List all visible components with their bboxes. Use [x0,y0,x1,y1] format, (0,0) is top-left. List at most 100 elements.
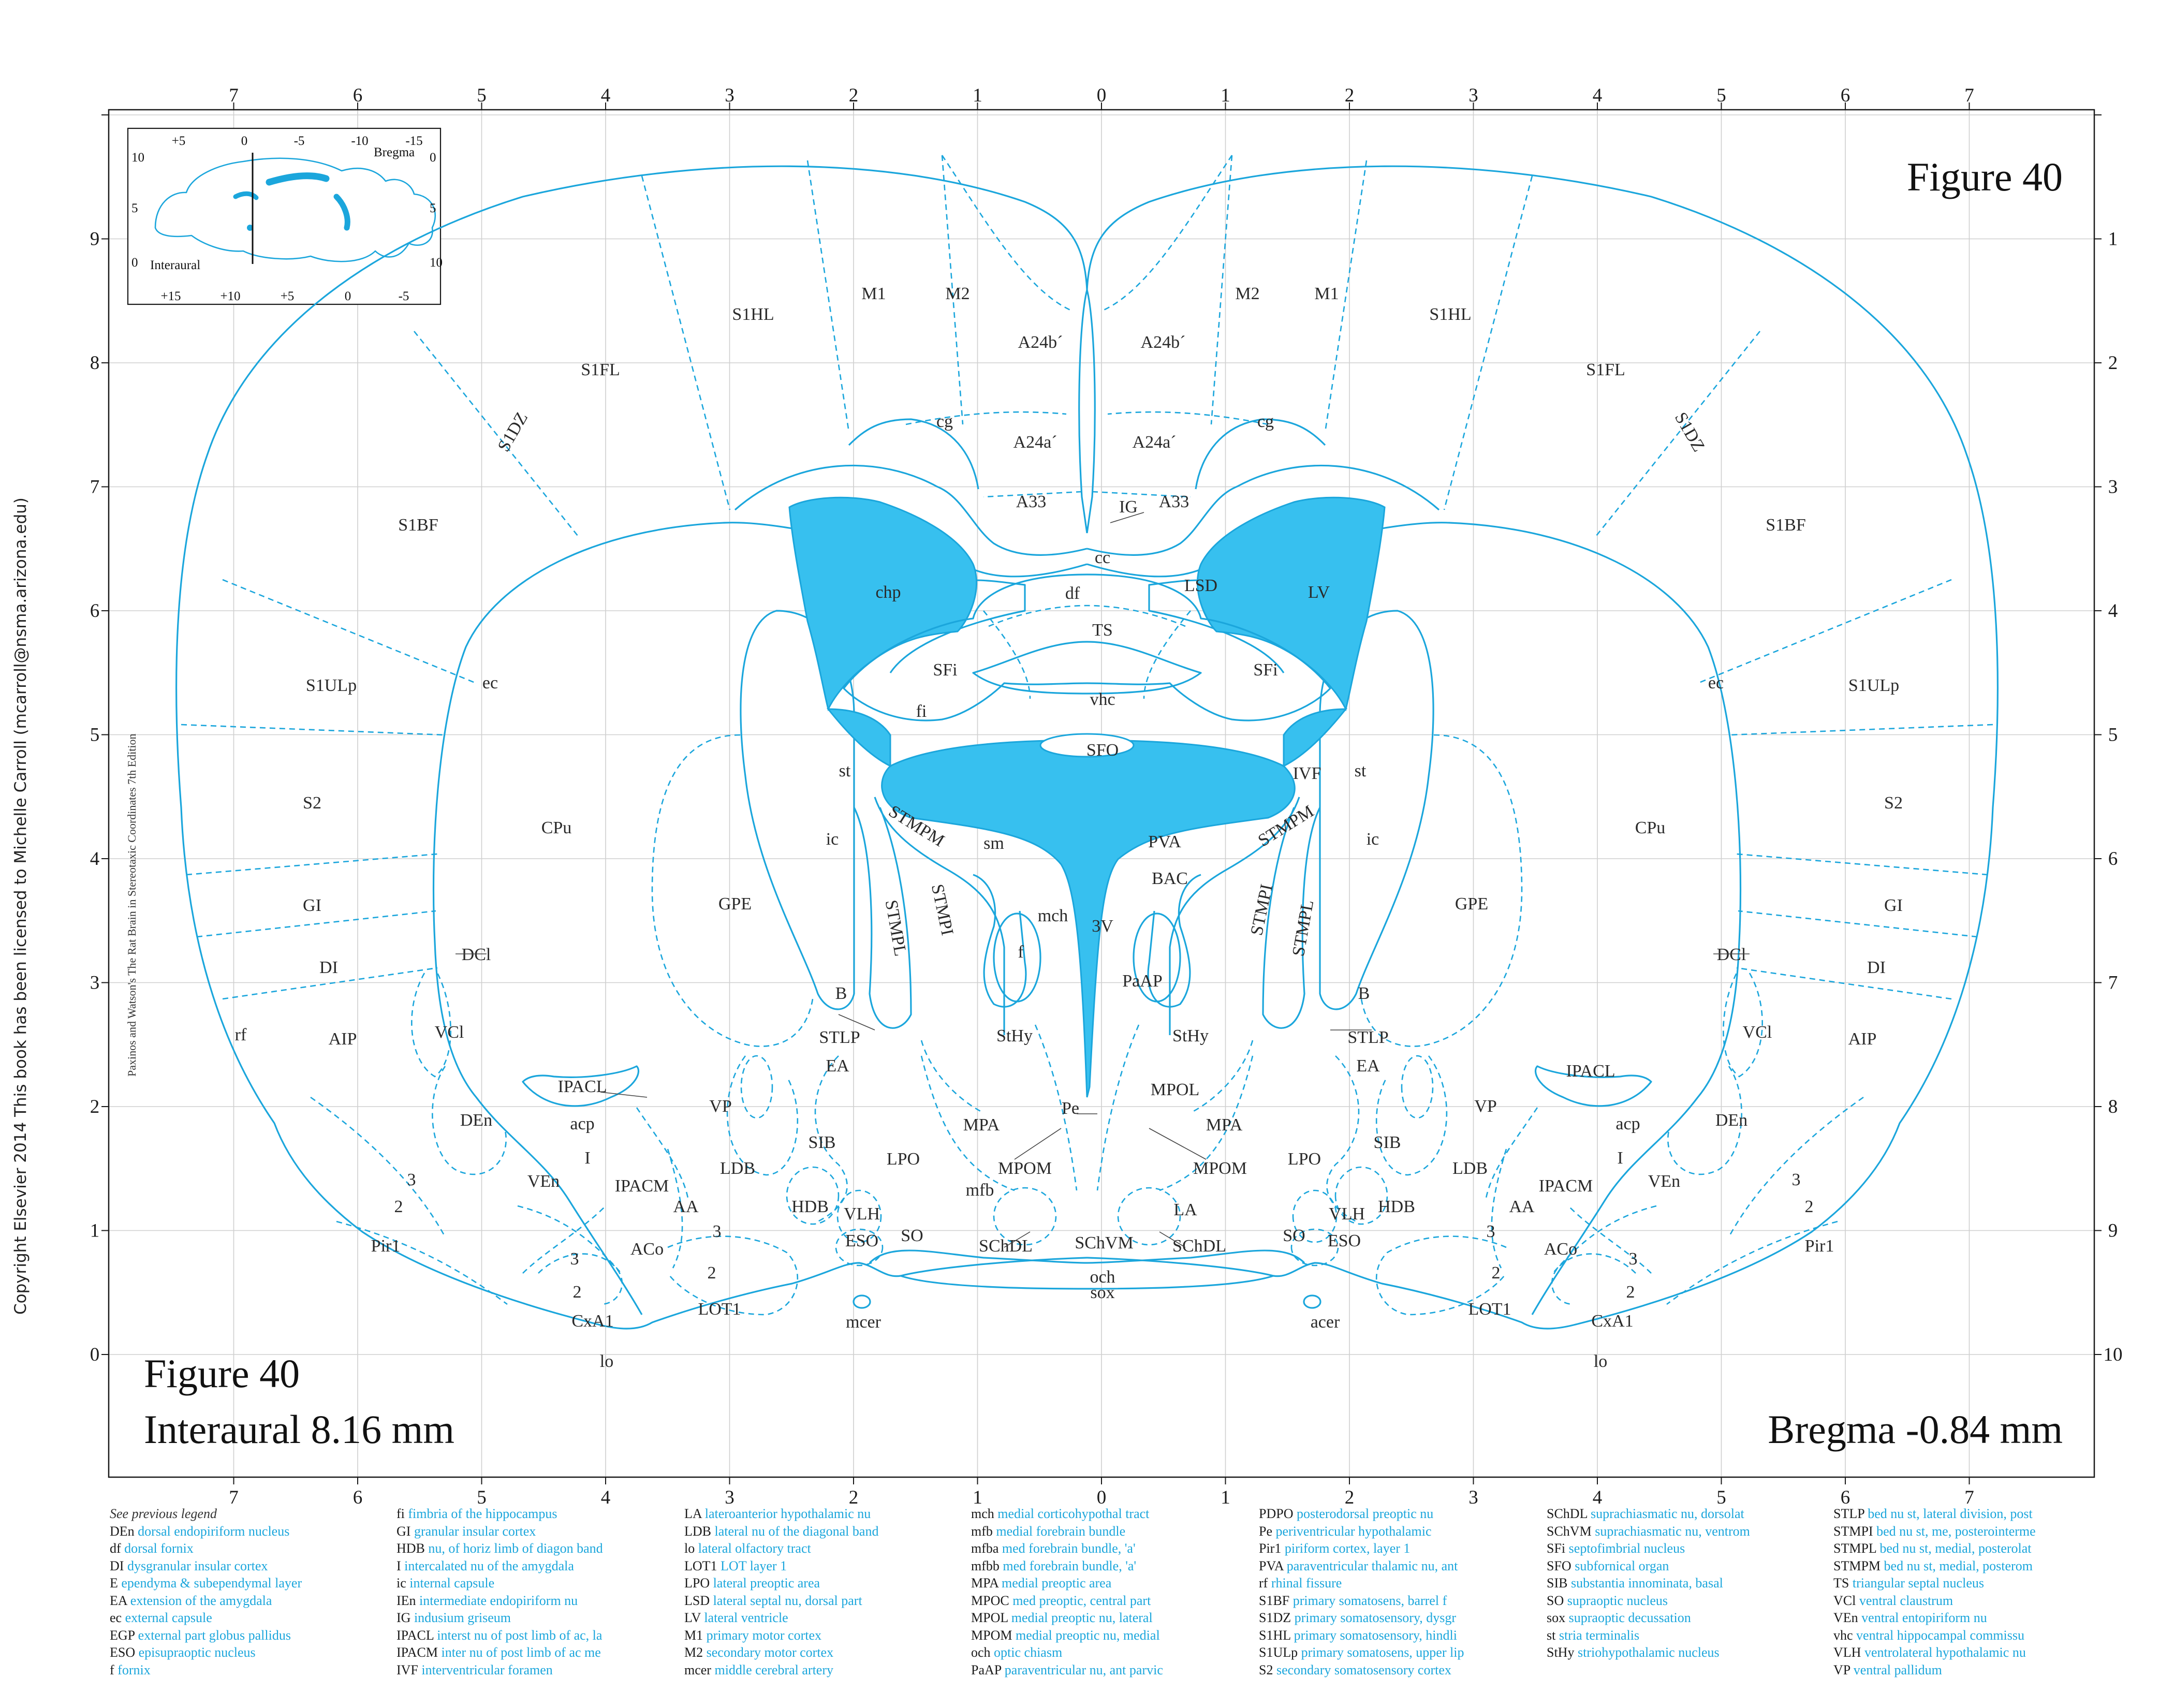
top-scale-tick: 4 [601,85,611,106]
left-scale-tick: 5 [90,725,100,746]
legend-entry: sox supraoptic decussation [1547,1610,1691,1625]
top-scale-tick: 1 [973,85,982,106]
left-scale-tick: 2 [90,1096,100,1117]
legend-entry: EGP external part globus pallidus [110,1627,291,1643]
top-scale-tick: 2 [1345,85,1355,106]
region-label-a24b: A24b´ [1141,333,1186,352]
top-scale-tick: 4 [1593,85,1603,106]
legend-entry: LA lateroanterior hypothalamic nu [684,1506,871,1521]
region-label-n3: 3 [1629,1249,1638,1269]
top-scale-tick: 1 [1221,85,1230,106]
region-label-schvm: SChVM [1075,1233,1133,1253]
legend-entry: GI granular insular cortex [396,1523,536,1539]
legend-entry: M2 secondary motor cortex [684,1645,834,1660]
legend-column: See previous legend DEn dorsal endopirifo… [110,1505,389,1678]
region-label-lv: LV [1308,583,1330,602]
region-label-s1bf: S1BF [1766,516,1806,535]
right-scale-tick: 6 [2108,848,2118,870]
region-label-v3: 3V [1092,917,1113,936]
region-label-acp: acp [570,1114,594,1133]
region-label-schdl: SChDL [1172,1236,1226,1256]
region-label-mfb: mfb [966,1181,994,1200]
region-label-a24b: A24b´ [1018,333,1063,352]
region-label-eso: ESO [845,1231,878,1250]
region-label-i: I [584,1149,590,1168]
bottom-scale-tick: 4 [601,1487,611,1508]
lateral-ventricle-left [788,496,978,712]
legend-entry: LDB lateral nu of the diagonal band [684,1523,879,1539]
legend-entry: VCl ventral claustrum [1833,1593,1953,1608]
region-label-stmpi: STMPI [1247,882,1276,937]
region-label-den: DEn [460,1111,492,1130]
region-label-s1ulp: S1ULp [1848,676,1899,695]
legend-entry: Pe periventricular hypothalamic [1259,1523,1432,1539]
inset-bottom-tick: 0 [345,289,351,303]
region-label-cpu: CPu [541,818,572,837]
region-label-ven: VEn [1648,1172,1680,1191]
region-label-ts: TS [1092,621,1113,640]
figure-title-bottom: Figure 40 [144,1351,300,1396]
region-label-aip: AIP [329,1029,357,1049]
left-scale-tick: 4 [90,848,100,870]
legend-entry: IG indusium griseum [396,1610,511,1625]
bottom-scale-tick: 6 [1841,1487,1850,1508]
left-scale-tick: 9 [90,229,100,250]
legend-entry: MPOC med preoptic, central part [971,1593,1151,1608]
inset-bottom-tick: -5 [399,289,409,303]
legend-entry: vhc ventral hippocampal commissu [1833,1627,2024,1643]
region-label-mpom: MPOM [1193,1159,1247,1178]
legend-entry: IPACL interst nu of post limb of ac, la [396,1627,603,1643]
region-label-bac: BAC [1152,869,1188,888]
region-label-b: B [1358,984,1370,1003]
legend-entry: och optic chiasm [971,1645,1063,1660]
region-label-n3: 3 [407,1170,416,1189]
legend-entry: ESO episupraoptic nucleus [110,1645,256,1660]
book-credit: Paxinos and Watson's The Rat Brain in St… [125,733,138,1077]
legend-entry: STMPM bed nu st, medial, posterom [1833,1558,2033,1573]
legend-entry: PaAP paraventricular nu, ant parvic [971,1662,1163,1677]
left-scale-tick: 0 [90,1344,100,1365]
left-scale-tick: 7 [90,477,100,498]
legend-entry: LV lateral ventricle [684,1610,788,1625]
region-label-vcl: VCl [435,1023,464,1042]
bottom-scale-tick: 2 [849,1487,859,1508]
right-scale-tick: 9 [2108,1220,2118,1242]
inset-right-tick: 5 [430,201,436,215]
region-label-ea: EA [826,1056,849,1076]
left-scale-tick: 1 [90,1220,100,1242]
inset-sagittal-map: Bregma Interaural +5 0 -5 -10 -15 +15 +10 +5 0 -5… [127,127,443,305]
legend-entry: SChVM suprachiasmatic nu, ventrom [1547,1523,1750,1539]
region-label-ven: VEn [527,1172,560,1191]
legend-entry: PVA paraventricular thalamic nu, ant [1259,1558,1458,1573]
bottom-scale-tick: 7 [229,1487,239,1508]
bottom-scale-tick: 5 [477,1487,487,1508]
region-label-ivf: IVF [1293,764,1321,783]
region-label-ic: ic [1367,830,1379,849]
region-label-aa: AA [673,1197,699,1216]
region-label-ipacm: IPACM [1539,1176,1593,1196]
bottom-scale-tick: 5 [1716,1487,1726,1508]
legend-entry: S1ULp primary somatosens, upper lip [1259,1645,1464,1660]
region-label-n3: 3 [570,1249,579,1269]
region-label-n2: 2 [1805,1197,1814,1216]
region-label-lo: lo [1594,1352,1607,1371]
figure-title-top: Figure 40 [1907,154,2063,199]
region-label-ea: EA [1356,1056,1380,1076]
region-label-la: LA [1173,1200,1197,1219]
region-label-s2: S2 [303,793,321,813]
region-label-st: st [839,761,851,781]
region-label-sfi: SFi [1253,660,1277,680]
legend-entry: S1DZ primary somatosensory, dysgr [1259,1610,1457,1625]
region-label-rf: rf [235,1025,247,1044]
region-label-paap: PaAP [1122,971,1162,991]
legend-entry: IPACM inter nu of post limb of ac me [396,1645,601,1660]
right-scale-tick: 7 [2108,973,2118,994]
top-scale-tick: 3 [1468,85,1478,106]
region-label-s1hl: S1HL [732,305,774,324]
bottom-scale-tick: 6 [353,1487,363,1508]
inset-bottom-tick: +15 [160,289,181,303]
legend-entry: lo lateral olfactory tract [684,1541,811,1556]
sfo-outline [1039,733,1135,758]
region-label-m2: M2 [1235,284,1259,303]
